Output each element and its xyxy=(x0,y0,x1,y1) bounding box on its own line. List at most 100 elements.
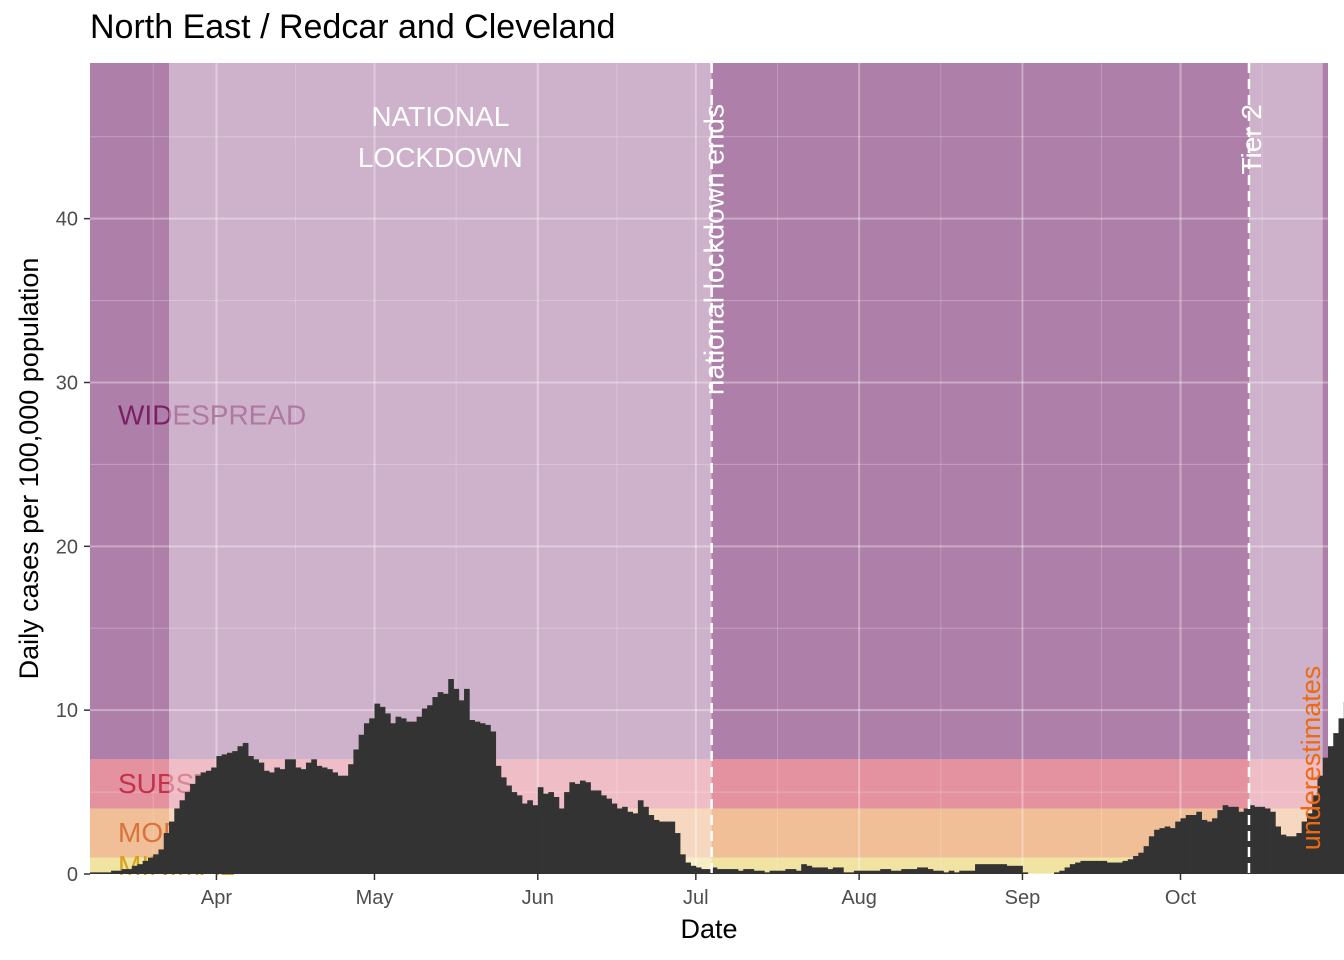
bar xyxy=(500,777,507,874)
bar xyxy=(1138,852,1145,874)
bar xyxy=(274,767,281,874)
bar xyxy=(1127,859,1134,874)
bar xyxy=(490,731,497,874)
bar xyxy=(1159,828,1166,874)
bar xyxy=(174,808,180,874)
bar xyxy=(601,795,607,874)
bar xyxy=(242,742,249,874)
bar xyxy=(595,790,602,874)
bar xyxy=(332,772,338,874)
bar xyxy=(811,867,818,874)
bar xyxy=(1296,833,1303,874)
bar xyxy=(853,870,860,874)
bar xyxy=(543,793,549,874)
bar xyxy=(590,790,597,874)
bar xyxy=(1059,870,1065,874)
y-tick-label: 0 xyxy=(67,864,78,886)
bar xyxy=(532,805,539,874)
bar xyxy=(801,864,807,874)
bar xyxy=(1275,826,1281,874)
bar xyxy=(859,870,865,874)
bar xyxy=(579,780,586,874)
bar xyxy=(121,869,128,874)
bar xyxy=(1164,826,1171,874)
bar xyxy=(305,762,312,874)
bar xyxy=(1090,860,1097,874)
bar xyxy=(1075,862,1081,874)
bar xyxy=(1069,864,1076,874)
bar xyxy=(190,783,196,874)
bar xyxy=(453,688,460,874)
bar xyxy=(722,869,728,874)
bar xyxy=(1148,836,1155,874)
bar xyxy=(406,721,412,874)
bar xyxy=(585,782,591,874)
bar xyxy=(1122,860,1129,874)
bar xyxy=(1212,818,1218,874)
vline-label-1: Tier 2 xyxy=(1236,104,1267,175)
bar xyxy=(785,869,792,874)
bar xyxy=(511,792,518,874)
bar xyxy=(732,869,739,874)
bar xyxy=(1106,862,1113,874)
plot-panel: WIDESPREADSUBSTANTIALMODERATEMINIMALNATI… xyxy=(90,63,1344,881)
bar xyxy=(637,800,644,874)
bar xyxy=(969,870,976,874)
bar xyxy=(248,756,254,874)
x-tick-label: Apr xyxy=(201,887,232,909)
bar xyxy=(516,795,523,874)
bar xyxy=(674,833,681,874)
bar xyxy=(643,806,649,874)
bar xyxy=(690,865,697,874)
bar xyxy=(163,833,170,874)
bar xyxy=(269,772,275,874)
bar xyxy=(701,869,707,874)
bar xyxy=(1201,819,1208,874)
bar xyxy=(1233,806,1239,874)
bar xyxy=(1322,757,1329,874)
bar xyxy=(748,869,755,874)
shaded-period-label-line: LOCKDOWN xyxy=(358,142,523,173)
bar xyxy=(132,865,138,874)
y-tick-label: 20 xyxy=(56,536,78,558)
bar xyxy=(184,792,191,874)
bar xyxy=(932,870,939,874)
bar xyxy=(521,803,528,874)
bar xyxy=(100,872,107,874)
bar xyxy=(1217,810,1224,874)
bar xyxy=(385,713,391,874)
bar xyxy=(901,869,907,874)
bar xyxy=(558,808,565,874)
bar xyxy=(442,693,449,874)
y-tick-label: 40 xyxy=(56,209,78,231)
bar xyxy=(1333,733,1339,874)
bar xyxy=(627,811,634,874)
bar xyxy=(1180,818,1187,874)
bar xyxy=(848,872,855,874)
bar xyxy=(938,870,944,874)
bar xyxy=(1080,860,1087,874)
bar xyxy=(263,770,270,874)
bar xyxy=(369,718,375,874)
bar xyxy=(411,721,418,874)
bar xyxy=(816,867,823,874)
bar xyxy=(416,716,423,874)
axes: 0 10 20 30 40 Apr May Jun Jul Aug Sep Oct Date Daily … xyxy=(14,209,1196,944)
bar xyxy=(1291,836,1297,874)
bar xyxy=(537,787,544,874)
bar xyxy=(1312,795,1318,874)
bar xyxy=(179,800,186,874)
bar xyxy=(890,870,897,874)
bar xyxy=(743,869,749,874)
bar xyxy=(353,749,360,874)
bar xyxy=(111,870,117,874)
bar xyxy=(1206,821,1213,874)
bar xyxy=(927,869,934,874)
chart-title: North East / Redcar and Cleveland xyxy=(90,8,616,46)
bar xyxy=(1196,811,1202,874)
bar xyxy=(632,813,639,874)
bar xyxy=(716,869,723,874)
bar xyxy=(432,697,439,874)
bar xyxy=(658,821,665,874)
y-axis-title: Daily cases per 100,000 population xyxy=(14,258,44,680)
